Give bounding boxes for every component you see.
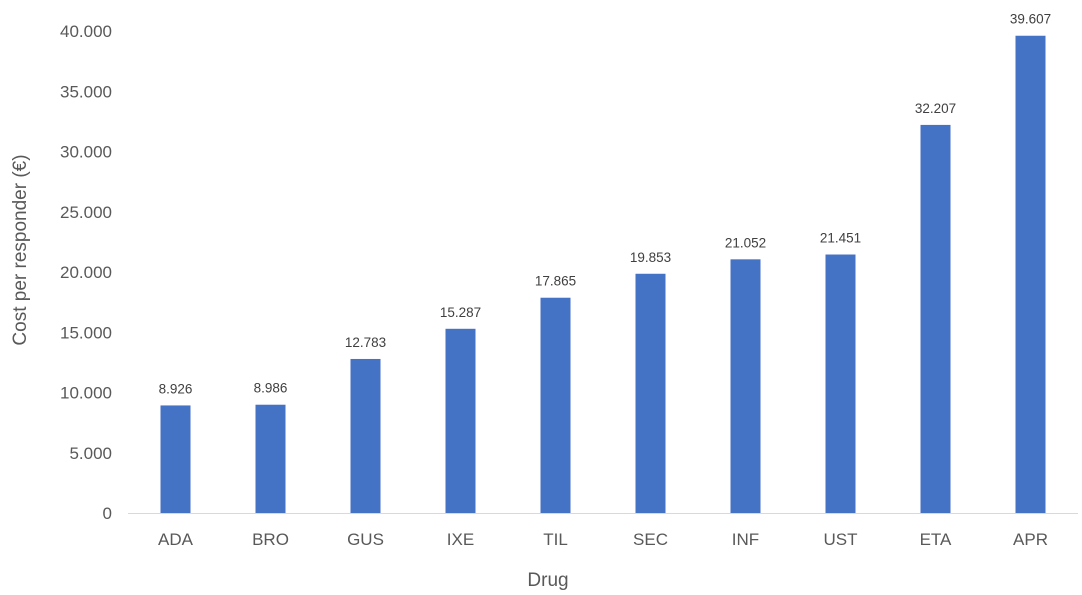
data-labels: 8.926 8.986 12.783 15.287 17.865 19.853 21.052…	[159, 12, 1052, 397]
y-tick-label: 35.000	[60, 82, 112, 101]
data-label-ada: 8.926	[159, 381, 193, 396]
bar-ust	[825, 254, 856, 514]
y-tick-label: 40.000	[60, 22, 112, 41]
x-tick-label-til: TIL	[543, 530, 568, 549]
y-tick-label: 5.000	[69, 444, 112, 463]
data-label-gus: 12.783	[345, 335, 386, 350]
bar-ixe	[445, 328, 476, 513]
bar-gus	[350, 358, 381, 513]
y-tick-label: 0	[103, 504, 112, 523]
bar-apr	[1015, 35, 1046, 513]
y-axis-ticks: 0 5.000 10.000 15.000 20.000 25.000 30.000 35.0…	[60, 22, 112, 523]
data-label-ust: 21.451	[820, 231, 861, 246]
x-tick-label-ada: ADA	[158, 530, 194, 549]
x-tick-label-eta: ETA	[920, 530, 952, 549]
bar-ada	[160, 405, 191, 513]
data-label-eta: 32.207	[915, 101, 956, 116]
x-tick-label-ixe: IXE	[447, 530, 474, 549]
x-tick-label-gus: GUS	[347, 530, 384, 549]
bar-eta	[920, 124, 951, 514]
x-tick-label-apr: APR	[1013, 530, 1048, 549]
x-tick-label-ust: UST	[824, 530, 858, 549]
y-axis-title: Cost per responder (€)	[10, 154, 31, 345]
bars	[160, 35, 1046, 514]
x-tick-label-bro: BRO	[252, 530, 289, 549]
x-axis-categories: ADA BRO GUS IXE TIL SEC INF UST ETA APR	[158, 530, 1048, 549]
bar-til	[540, 297, 571, 513]
data-label-sec: 19.853	[630, 250, 671, 265]
y-tick-label: 10.000	[60, 384, 112, 403]
bar-sec	[635, 273, 666, 513]
y-tick-label: 20.000	[60, 263, 112, 282]
data-label-ixe: 15.287	[440, 305, 481, 320]
y-tick-label: 15.000	[60, 323, 112, 342]
y-tick-label: 30.000	[60, 143, 112, 162]
x-axis-title: Drug	[527, 570, 568, 591]
data-label-apr: 39.607	[1010, 12, 1051, 27]
data-label-inf: 21.052	[725, 235, 766, 250]
data-label-til: 17.865	[535, 274, 576, 289]
x-tick-label-inf: INF	[732, 530, 759, 549]
data-label-bro: 8.986	[254, 381, 288, 396]
x-tick-label-sec: SEC	[633, 530, 668, 549]
bar-inf	[730, 259, 761, 513]
y-tick-label: 25.000	[60, 203, 112, 222]
bar-bro	[255, 404, 286, 513]
